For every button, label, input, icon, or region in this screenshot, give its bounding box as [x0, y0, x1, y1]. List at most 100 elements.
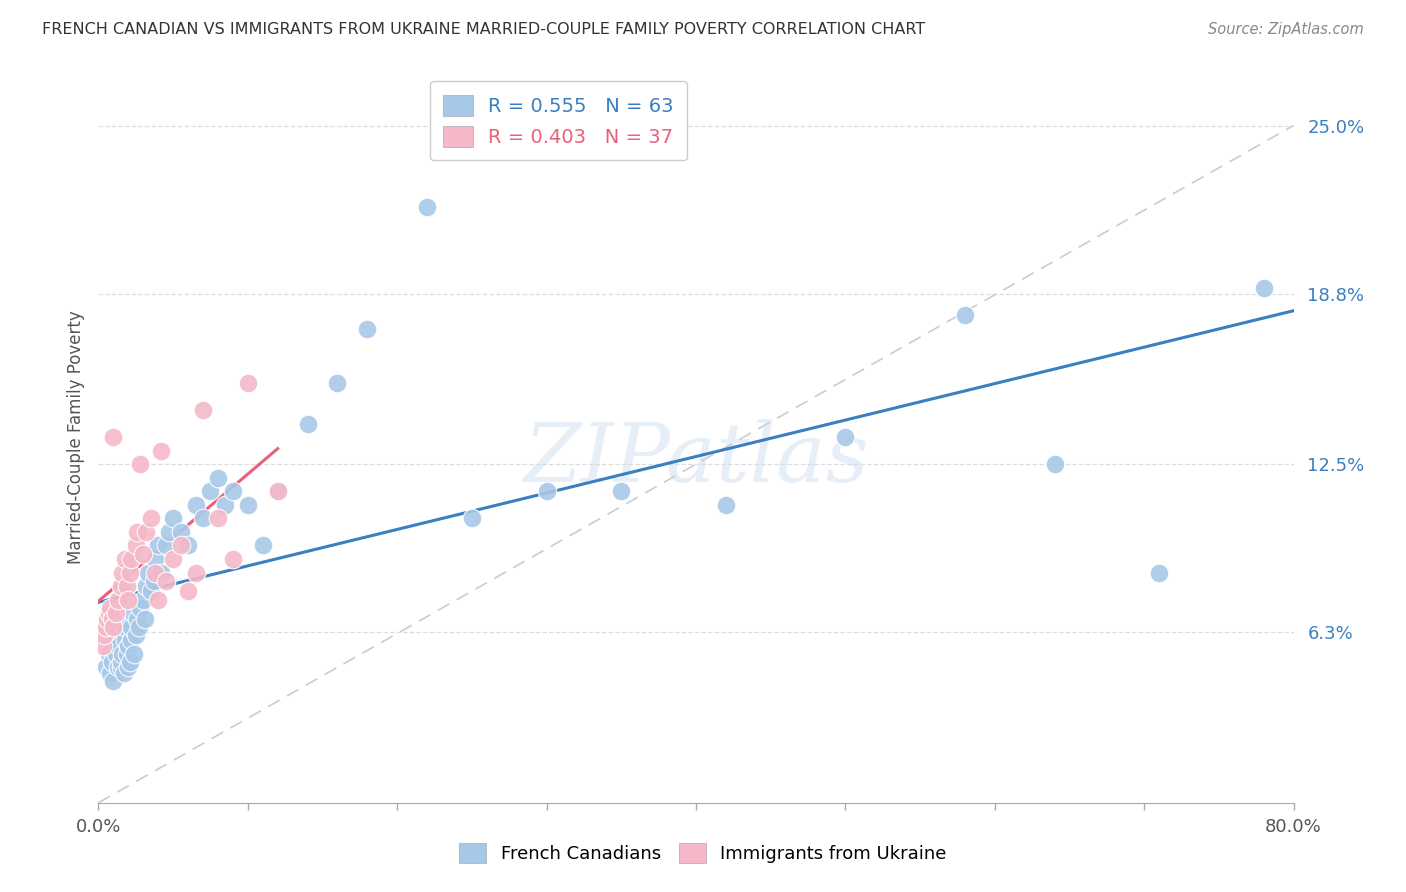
Point [132, 592, 155, 607]
Point [177, 584, 200, 599]
Text: Source: ZipAtlas.com: Source: ZipAtlas.com [1208, 22, 1364, 37]
Point [127, 611, 149, 625]
Text: FRENCH CANADIAN VS IMMIGRANTS FROM UKRAINE MARRIED-COUPLE FAMILY POVERTY CORRELA: FRENCH CANADIAN VS IMMIGRANTS FROM UKRAI… [42, 22, 925, 37]
Point [103, 430, 125, 444]
Point [236, 376, 259, 390]
Y-axis label: Married-Couple Family Poverty: Married-Couple Family Poverty [66, 310, 84, 564]
Point [110, 660, 132, 674]
Point [107, 660, 129, 674]
Point [111, 566, 134, 580]
Point [129, 457, 152, 471]
Point [91, 639, 114, 653]
Point [155, 538, 177, 552]
Point [214, 498, 236, 512]
Point [139, 584, 162, 599]
Point [267, 484, 290, 499]
Point [184, 498, 207, 512]
Point [117, 592, 139, 607]
Point [117, 660, 139, 674]
Point [98, 665, 122, 680]
Point [111, 647, 134, 661]
Point [108, 639, 131, 653]
Point [129, 600, 152, 615]
Point [222, 484, 245, 499]
Point [356, 322, 378, 336]
Point [135, 579, 157, 593]
Point [97, 606, 120, 620]
Point [222, 552, 245, 566]
Point [101, 655, 124, 669]
Point [107, 592, 129, 607]
Point [416, 200, 439, 214]
Point [115, 579, 138, 593]
Point [236, 498, 259, 512]
Point [714, 498, 737, 512]
Point [97, 647, 120, 661]
Point [461, 511, 484, 525]
Point [120, 552, 142, 566]
Point [207, 471, 229, 485]
Point [150, 566, 173, 580]
Point [125, 628, 148, 642]
Point [112, 665, 135, 680]
Point [1253, 281, 1275, 295]
Point [110, 579, 132, 593]
Point [142, 574, 165, 588]
Point [207, 511, 229, 525]
Point [134, 611, 156, 625]
Point [121, 606, 143, 620]
Point [120, 633, 142, 648]
Point [184, 566, 207, 580]
Point [114, 620, 136, 634]
Point [128, 620, 150, 634]
Point [124, 647, 146, 661]
Point [93, 628, 115, 642]
Point [252, 538, 274, 552]
Point [148, 538, 170, 552]
Point [162, 511, 184, 525]
Point [169, 524, 191, 539]
Point [114, 633, 136, 648]
Point [267, 484, 290, 499]
Point [105, 647, 128, 661]
Point [127, 524, 149, 539]
Point [148, 592, 170, 607]
Point [143, 552, 166, 566]
Point [297, 417, 319, 431]
Point [103, 633, 125, 648]
Point [139, 511, 162, 525]
Point [98, 600, 122, 615]
Point [135, 524, 157, 539]
Point [101, 611, 124, 625]
Point [132, 547, 155, 561]
Point [118, 655, 141, 669]
Point [326, 376, 349, 390]
Point [157, 524, 180, 539]
Point [610, 484, 633, 499]
Point [169, 538, 191, 552]
Point [155, 574, 177, 588]
Point [177, 538, 200, 552]
Point [120, 620, 142, 634]
Point [162, 552, 184, 566]
Point [1147, 566, 1170, 580]
Point [125, 538, 148, 552]
Point [150, 443, 173, 458]
Text: ZIPatlas: ZIPatlas [523, 419, 869, 499]
Point [136, 566, 159, 580]
Point [115, 647, 138, 661]
Point [200, 484, 222, 499]
Point [117, 639, 139, 653]
Point [110, 655, 132, 669]
Point [953, 308, 976, 322]
Point [191, 403, 214, 417]
Point [191, 511, 214, 525]
Point [118, 566, 141, 580]
Legend: French Canadians, Immigrants from Ukraine: French Canadians, Immigrants from Ukrain… [449, 832, 957, 874]
Point [834, 430, 856, 444]
Point [536, 484, 558, 499]
Point [96, 611, 118, 625]
Point [103, 673, 125, 688]
Point [143, 566, 166, 580]
Point [94, 620, 117, 634]
